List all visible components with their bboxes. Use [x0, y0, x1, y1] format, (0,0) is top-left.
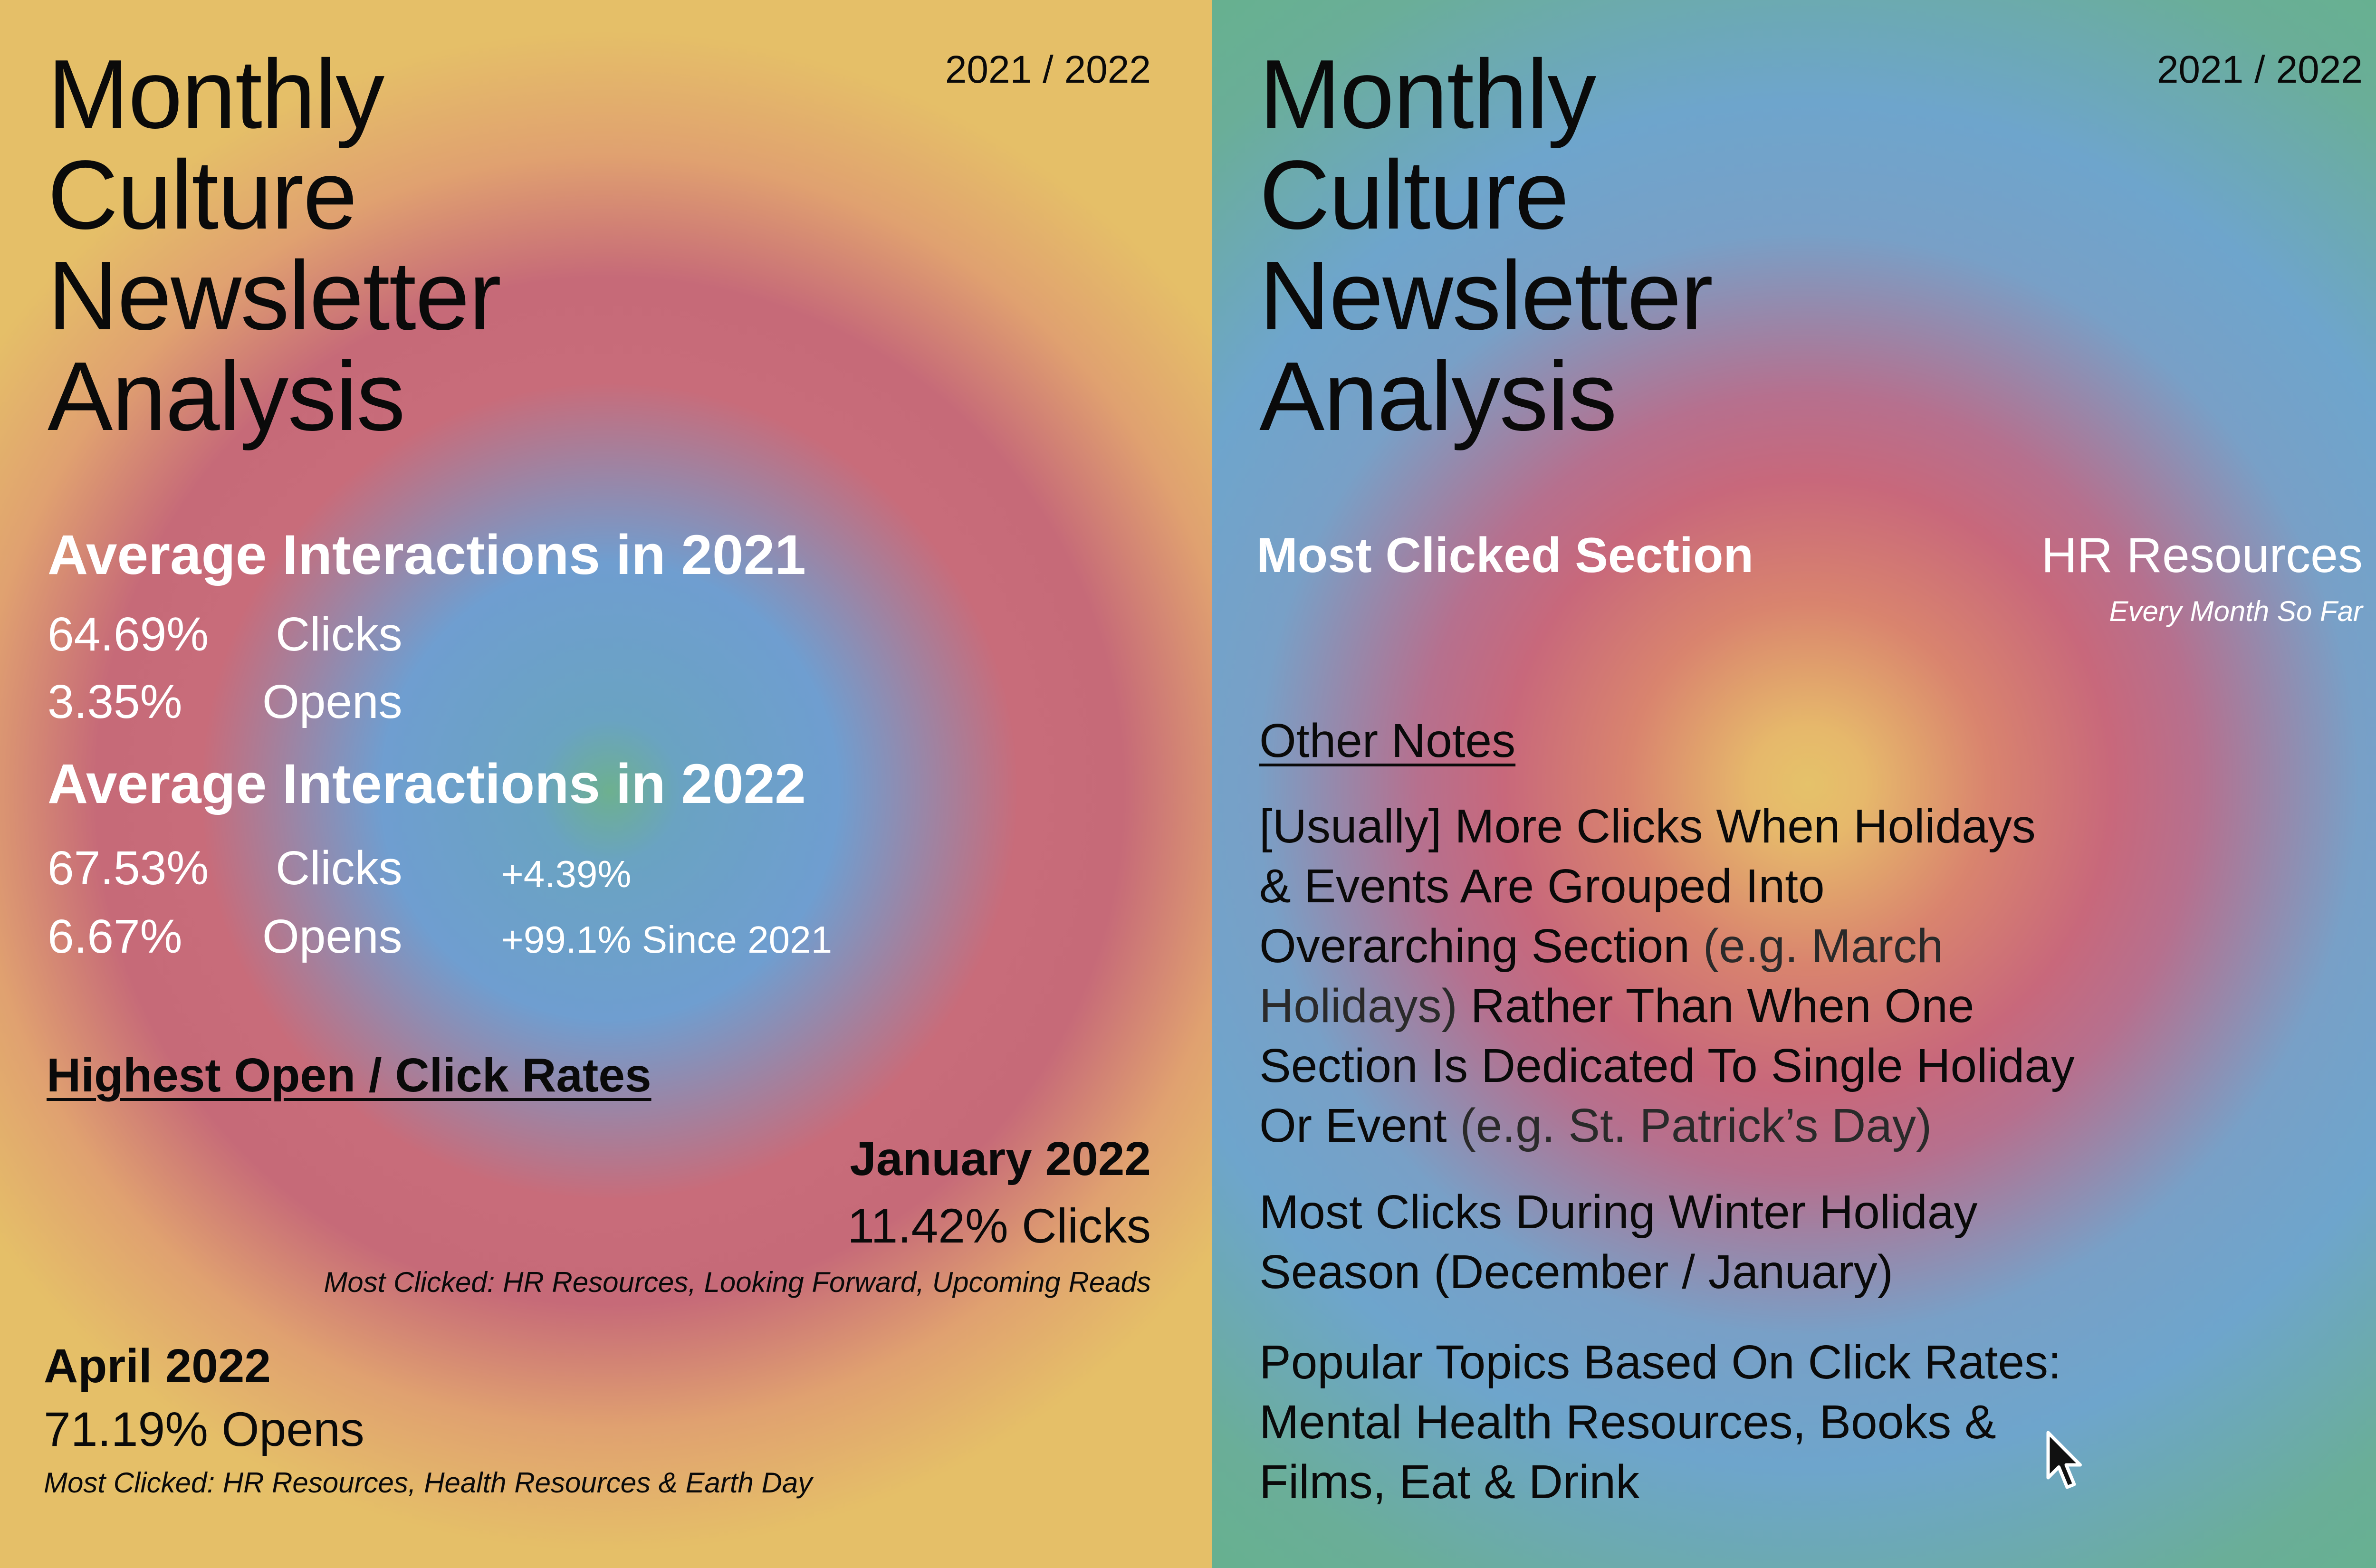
avg-2022-clicks-label: Clicks	[276, 841, 402, 895]
left-title-line: Culture	[48, 140, 357, 249]
most-clicked-value: HR Resources	[2041, 528, 2363, 583]
avg-2022-opens-delta: +99.1% Since 2021	[501, 918, 833, 961]
avg-2021-opens-value: 3.35%	[48, 675, 182, 728]
note-winter-holiday: Most Clicks During Winter Holiday Season…	[1259, 1182, 2186, 1302]
note-example-text: Holidays)	[1259, 979, 1457, 1033]
note-example-text: (e.g. St. Patrick’s Day)	[1447, 1099, 1932, 1152]
right-title-line: Culture	[1259, 140, 1569, 249]
note-line: Section Is Dedicated To Single Holiday	[1259, 1039, 2075, 1092]
note-line: Season (December / January)	[1259, 1245, 1893, 1299]
left-title-line: Monthly	[48, 39, 384, 149]
right-year: 2021 / 2022	[2156, 48, 2363, 91]
note-line: Most Clicks During Winter Holiday	[1259, 1186, 1978, 1239]
note-text: Rather Than When One	[1457, 979, 1974, 1033]
other-notes-heading: Other Notes	[1259, 714, 1516, 767]
right-title-line: Monthly	[1259, 39, 1596, 149]
note-line: Popular Topics Based On Click Rates:	[1259, 1336, 2061, 1389]
note-line: Overarching Section (e.g. March	[1259, 916, 2186, 976]
apr-2022-rate: 71.19% Opens	[44, 1402, 364, 1456]
jan-2022-rate: 11.42% Clicks	[847, 1199, 1151, 1253]
left-title: Monthly Culture Newsletter Analysis	[48, 39, 501, 451]
note-text: Overarching Section	[1259, 919, 1690, 973]
left-year: 2021 / 2022	[945, 48, 1151, 91]
right-title: Monthly Culture Newsletter Analysis	[1259, 39, 1713, 451]
apr-2022-month: April 2022	[44, 1339, 271, 1393]
left-panel: Monthly Culture Newsletter Analysis 2021…	[0, 0, 1212, 1568]
jan-2022-note: Most Clicked: HR Resources, Looking Forw…	[324, 1266, 1151, 1298]
left-title-line: Newsletter	[48, 241, 501, 350]
avg-2021-clicks-label: Clicks	[276, 608, 402, 661]
note-line: Films, Eat & Drink	[1259, 1455, 1640, 1509]
mouse-pointer-icon	[2046, 1431, 2082, 1489]
note-line: Mental Health Resources, Books &	[1259, 1396, 1996, 1449]
right-title-line: Newsletter	[1259, 241, 1713, 350]
most-clicked-label: Most Clicked Section	[1256, 528, 1753, 583]
avg-2022-heading: Average Interactions in 2022	[48, 753, 806, 815]
note-line: & Events Are Grouped Into	[1259, 860, 1825, 913]
note-grouped-events: [Usually] More Clicks When Holidays & Ev…	[1259, 796, 2186, 1156]
avg-2021-heading: Average Interactions in 2021	[48, 524, 806, 586]
avg-2022-clicks-value: 67.53%	[48, 841, 209, 895]
note-line: [Usually] More Clicks When Holidays	[1259, 800, 2036, 853]
note-line: Holidays) Rather Than When One	[1259, 976, 2186, 1036]
most-clicked-note: Every Month So Far	[2109, 595, 2363, 627]
avg-2022-opens-label: Opens	[262, 910, 402, 963]
avg-2021-opens-label: Opens	[262, 675, 402, 728]
apr-2022-note: Most Clicked: HR Resources, Health Resou…	[44, 1467, 813, 1499]
left-title-line: Analysis	[48, 342, 405, 451]
note-line: Or Event (e.g. St. Patrick’s Day)	[1259, 1096, 2186, 1156]
note-popular-topics: Popular Topics Based On Click Rates: Men…	[1259, 1332, 2186, 1512]
avg-2022-opens-value: 6.67%	[48, 910, 182, 963]
note-example-text: (e.g. March	[1690, 919, 1944, 973]
avg-2021-clicks-value: 64.69%	[48, 608, 209, 661]
right-panel: Monthly Culture Newsletter Analysis 2021…	[1212, 0, 2376, 1568]
highest-rates-heading: Highest Open / Click Rates	[47, 1049, 651, 1102]
jan-2022-month: January 2022	[850, 1132, 1151, 1186]
avg-2022-clicks-delta: +4.39%	[501, 853, 632, 895]
right-title-line: Analysis	[1259, 342, 1617, 451]
note-text: Or Event	[1259, 1099, 1447, 1152]
